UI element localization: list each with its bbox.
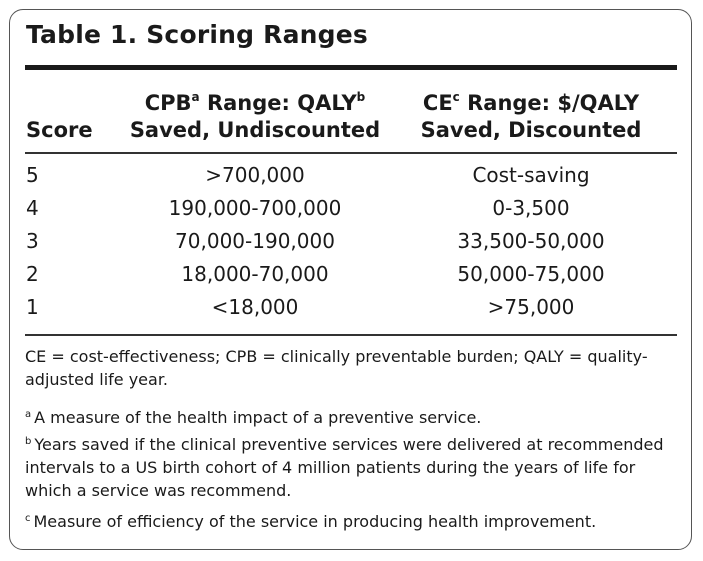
cell-cpb: 18,000-70,000 [181,262,329,286]
table-frame [9,9,692,550]
cell-ce: >75,000 [487,295,575,319]
cell-ce: 0-3,500 [492,196,570,220]
footnote-mark-c: c [452,90,460,104]
footnote-b-text: Years saved if the clinical preventive s… [25,435,664,500]
footnote-a-text: A measure of the health impact of a prev… [34,408,482,427]
header-cpb-range-text: Range: QALY [199,91,357,115]
header-cpb-range: CPBa Range: QALYb Saved, Undiscounted [126,90,384,144]
header-ce-range: CEc Range: $/QALY Saved, Discounted [400,90,662,144]
cell-cpb: 70,000-190,000 [175,229,335,253]
header-rule [25,152,677,154]
header-cpb-abbrev: CPB [144,91,192,115]
cell-cpb: <18,000 [211,295,299,319]
header-ce-line2: Saved, Discounted [420,118,642,142]
footnote-mark-b: b [356,90,366,104]
table-bottom-rule [25,334,677,336]
cell-ce: Cost-saving [472,163,590,187]
table-row: 5 >700,000 Cost-saving [25,159,677,192]
table-row: 2 18,000-70,000 50,000-75,000 [25,258,677,291]
table-row: 1 <18,000 >75,000 [25,291,677,324]
table-row: 4 190,000-700,000 0-3,500 [25,192,677,225]
table-row: 3 70,000-190,000 33,500-50,000 [25,225,677,258]
cell-cpb: >700,000 [205,163,305,187]
table-title: Table 1. Scoring Ranges [26,20,368,49]
footnote-a-mark: a [25,409,32,420]
cell-score: 3 [26,229,39,253]
footnote-mark-a: a [191,90,200,104]
cell-score: 2 [26,262,39,286]
footnote-c-text: Measure of efficiency of the service in … [33,512,597,531]
title-rule [25,65,677,70]
footnote-c-mark: c [25,513,31,524]
cell-score: 4 [26,196,39,220]
cell-cpb: 190,000-700,000 [168,196,342,220]
cell-score: 5 [26,163,39,187]
header-ce-abbrev: CE [422,91,453,115]
cell-ce: 33,500-50,000 [457,229,605,253]
header-ce-range-text: Range: $/QALY [459,91,640,115]
footnote-c: c Measure of efficiency of the service in… [25,510,677,533]
cell-score: 1 [26,295,39,319]
header-cpb-line2: Saved, Undiscounted [129,118,381,142]
header-score: Score [26,118,93,142]
footnote-b: b Years saved if the clinical preventive … [25,433,677,502]
abbreviations-note: CE = cost-effectiveness; CPB = clinicall… [25,347,648,389]
footnote-b-mark: b [25,436,32,447]
cell-ce: 50,000-75,000 [457,262,605,286]
